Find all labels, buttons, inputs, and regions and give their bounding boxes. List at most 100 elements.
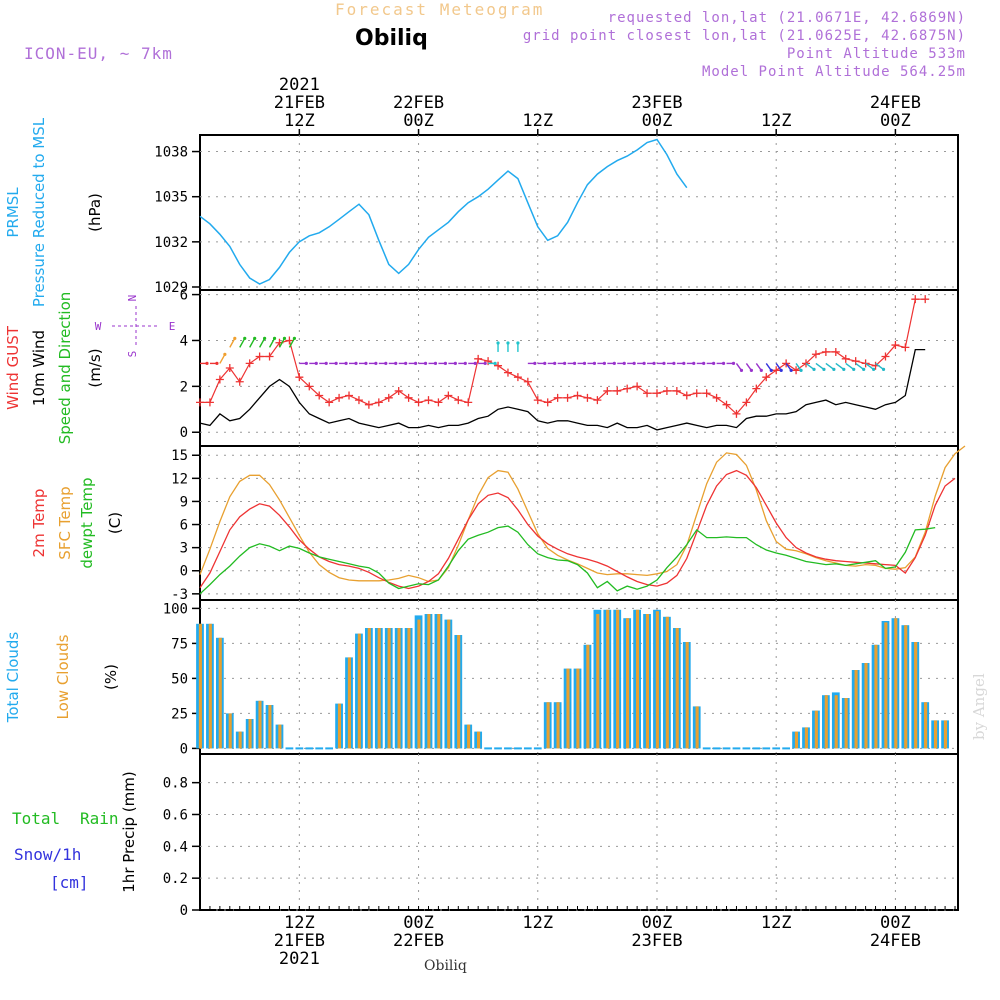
temperature-label-0: 2m Temp bbox=[30, 489, 48, 558]
wind-direction-arrowhead bbox=[799, 368, 803, 373]
gust-marker bbox=[613, 386, 622, 395]
low-cloud-bar bbox=[596, 614, 600, 749]
gust-marker bbox=[474, 354, 483, 363]
wind-direction-arrow bbox=[278, 338, 286, 348]
ytick-label-wind: 6 bbox=[180, 288, 188, 304]
sfc-temp-line bbox=[199, 445, 966, 583]
gust-marker bbox=[652, 389, 661, 398]
gust-marker bbox=[444, 391, 453, 400]
wind-direction-arrowhead bbox=[812, 367, 816, 372]
low-cloud-bar bbox=[943, 720, 948, 749]
wind-direction-arrow bbox=[815, 362, 825, 370]
gust-marker bbox=[712, 393, 721, 402]
pressure-line bbox=[199, 138, 688, 285]
gust-marker bbox=[374, 398, 383, 407]
low-cloud-bar bbox=[695, 706, 699, 749]
time-label-top: 12Z bbox=[522, 111, 553, 131]
wind-direction-arrowhead bbox=[881, 367, 886, 372]
wind-direction-arrowhead bbox=[682, 361, 686, 366]
wind-direction-arrowhead bbox=[423, 361, 428, 366]
gust-marker bbox=[553, 393, 562, 402]
gust-marker bbox=[315, 391, 324, 400]
gust-marker bbox=[573, 391, 582, 400]
point-altitude: Point Altitude 533m bbox=[786, 46, 966, 62]
low-cloud-bar bbox=[387, 628, 391, 749]
gust-marker bbox=[702, 389, 711, 398]
wind-direction-arrow bbox=[219, 354, 226, 364]
2m-temp-line bbox=[199, 469, 956, 590]
gust-marker bbox=[285, 336, 294, 345]
low-cloud-bar bbox=[884, 622, 888, 749]
wind-direction-arrowhead bbox=[739, 368, 744, 373]
low-cloud-bar bbox=[546, 702, 550, 749]
wind-direction-arrow bbox=[825, 362, 835, 370]
wind-direction-arrowhead bbox=[292, 336, 297, 340]
precip-frame bbox=[199, 753, 959, 911]
gust-marker bbox=[752, 384, 761, 393]
gust-marker bbox=[364, 400, 373, 409]
time-label-top: 21FEB bbox=[274, 93, 325, 113]
wind-direction-arrowhead bbox=[572, 361, 577, 366]
low-cloud-bar bbox=[606, 609, 610, 749]
low-cloud-bar bbox=[685, 642, 689, 749]
gust-marker bbox=[235, 377, 244, 386]
low-cloud-bar bbox=[278, 724, 282, 749]
wind-direction-arrowhead bbox=[543, 361, 547, 366]
gust-marker bbox=[682, 391, 691, 400]
gust-marker bbox=[414, 398, 423, 407]
time-label-bottom: 12Z bbox=[761, 913, 792, 933]
wind-direction-arrowhead bbox=[842, 367, 846, 372]
low-cloud-bar bbox=[804, 727, 808, 749]
low-cloud-bar bbox=[407, 628, 411, 749]
wind-speed-line bbox=[199, 348, 926, 431]
wind-label-2: Speed and Direction bbox=[56, 292, 74, 445]
wind-direction-arrowhead bbox=[354, 361, 358, 366]
precip-snow-label: Snow/1h bbox=[14, 845, 81, 864]
low-cloud-bar bbox=[357, 633, 361, 749]
low-cloud-bar bbox=[894, 618, 898, 749]
ytick-label-temperature: 9 bbox=[180, 494, 188, 510]
gust-marker bbox=[265, 352, 274, 361]
low-cloud-bar bbox=[377, 628, 381, 749]
ytick-label-precip: 0.4 bbox=[163, 839, 188, 855]
wind-direction-arrowhead bbox=[759, 368, 763, 373]
gust-marker bbox=[424, 396, 433, 405]
wind-direction-arrowhead bbox=[344, 361, 348, 366]
low-cloud-bar bbox=[665, 616, 669, 749]
time-label-bottom: 12Z bbox=[284, 913, 315, 933]
gust-marker bbox=[633, 382, 642, 391]
gust-marker bbox=[335, 393, 344, 402]
wind-direction-arrowhead bbox=[384, 361, 388, 366]
low-cloud-bar bbox=[824, 695, 828, 749]
wind-direction-arrowhead bbox=[334, 361, 338, 366]
low-cloud-bar bbox=[844, 698, 848, 749]
wind-direction-arrowhead bbox=[769, 368, 773, 373]
low-cloud-bar bbox=[198, 623, 202, 749]
gust-marker bbox=[513, 373, 522, 382]
time-label-bottom: 00Z bbox=[403, 913, 434, 933]
precip-axis-label: 1hr Precip (mm) bbox=[120, 771, 138, 892]
ytick-label-precip: 0.8 bbox=[163, 776, 188, 792]
gust-marker bbox=[841, 354, 850, 363]
wind-direction-arrowhead bbox=[443, 361, 448, 366]
wind-direction-arrowhead bbox=[632, 361, 636, 366]
gust-marker bbox=[325, 398, 334, 407]
gust-marker bbox=[533, 396, 542, 405]
gust-marker bbox=[662, 386, 671, 395]
temperature-label-1: SFC Temp bbox=[56, 486, 74, 559]
wind-direction-arrowhead bbox=[374, 361, 378, 366]
low-cloud-bar bbox=[208, 623, 212, 749]
ytick-label-temperature: 0 bbox=[180, 564, 188, 580]
wind-direction-arrowhead bbox=[592, 361, 597, 366]
clouds-label-1: Low Clouds bbox=[54, 634, 72, 719]
precip-rain-label: Rain bbox=[80, 809, 119, 828]
ytick-label-precip: 0 bbox=[180, 903, 188, 919]
wind-direction-arrowhead bbox=[731, 361, 736, 366]
wind-direction-arrowhead bbox=[779, 368, 783, 373]
low-cloud-bar bbox=[477, 731, 481, 749]
dewpt-line bbox=[199, 525, 936, 595]
low-cloud-bar bbox=[924, 702, 928, 749]
low-cloud-bar bbox=[864, 663, 868, 749]
pressure-label-1: Pressure Reduced to MSL bbox=[30, 117, 48, 307]
low-cloud-bar bbox=[794, 731, 799, 749]
